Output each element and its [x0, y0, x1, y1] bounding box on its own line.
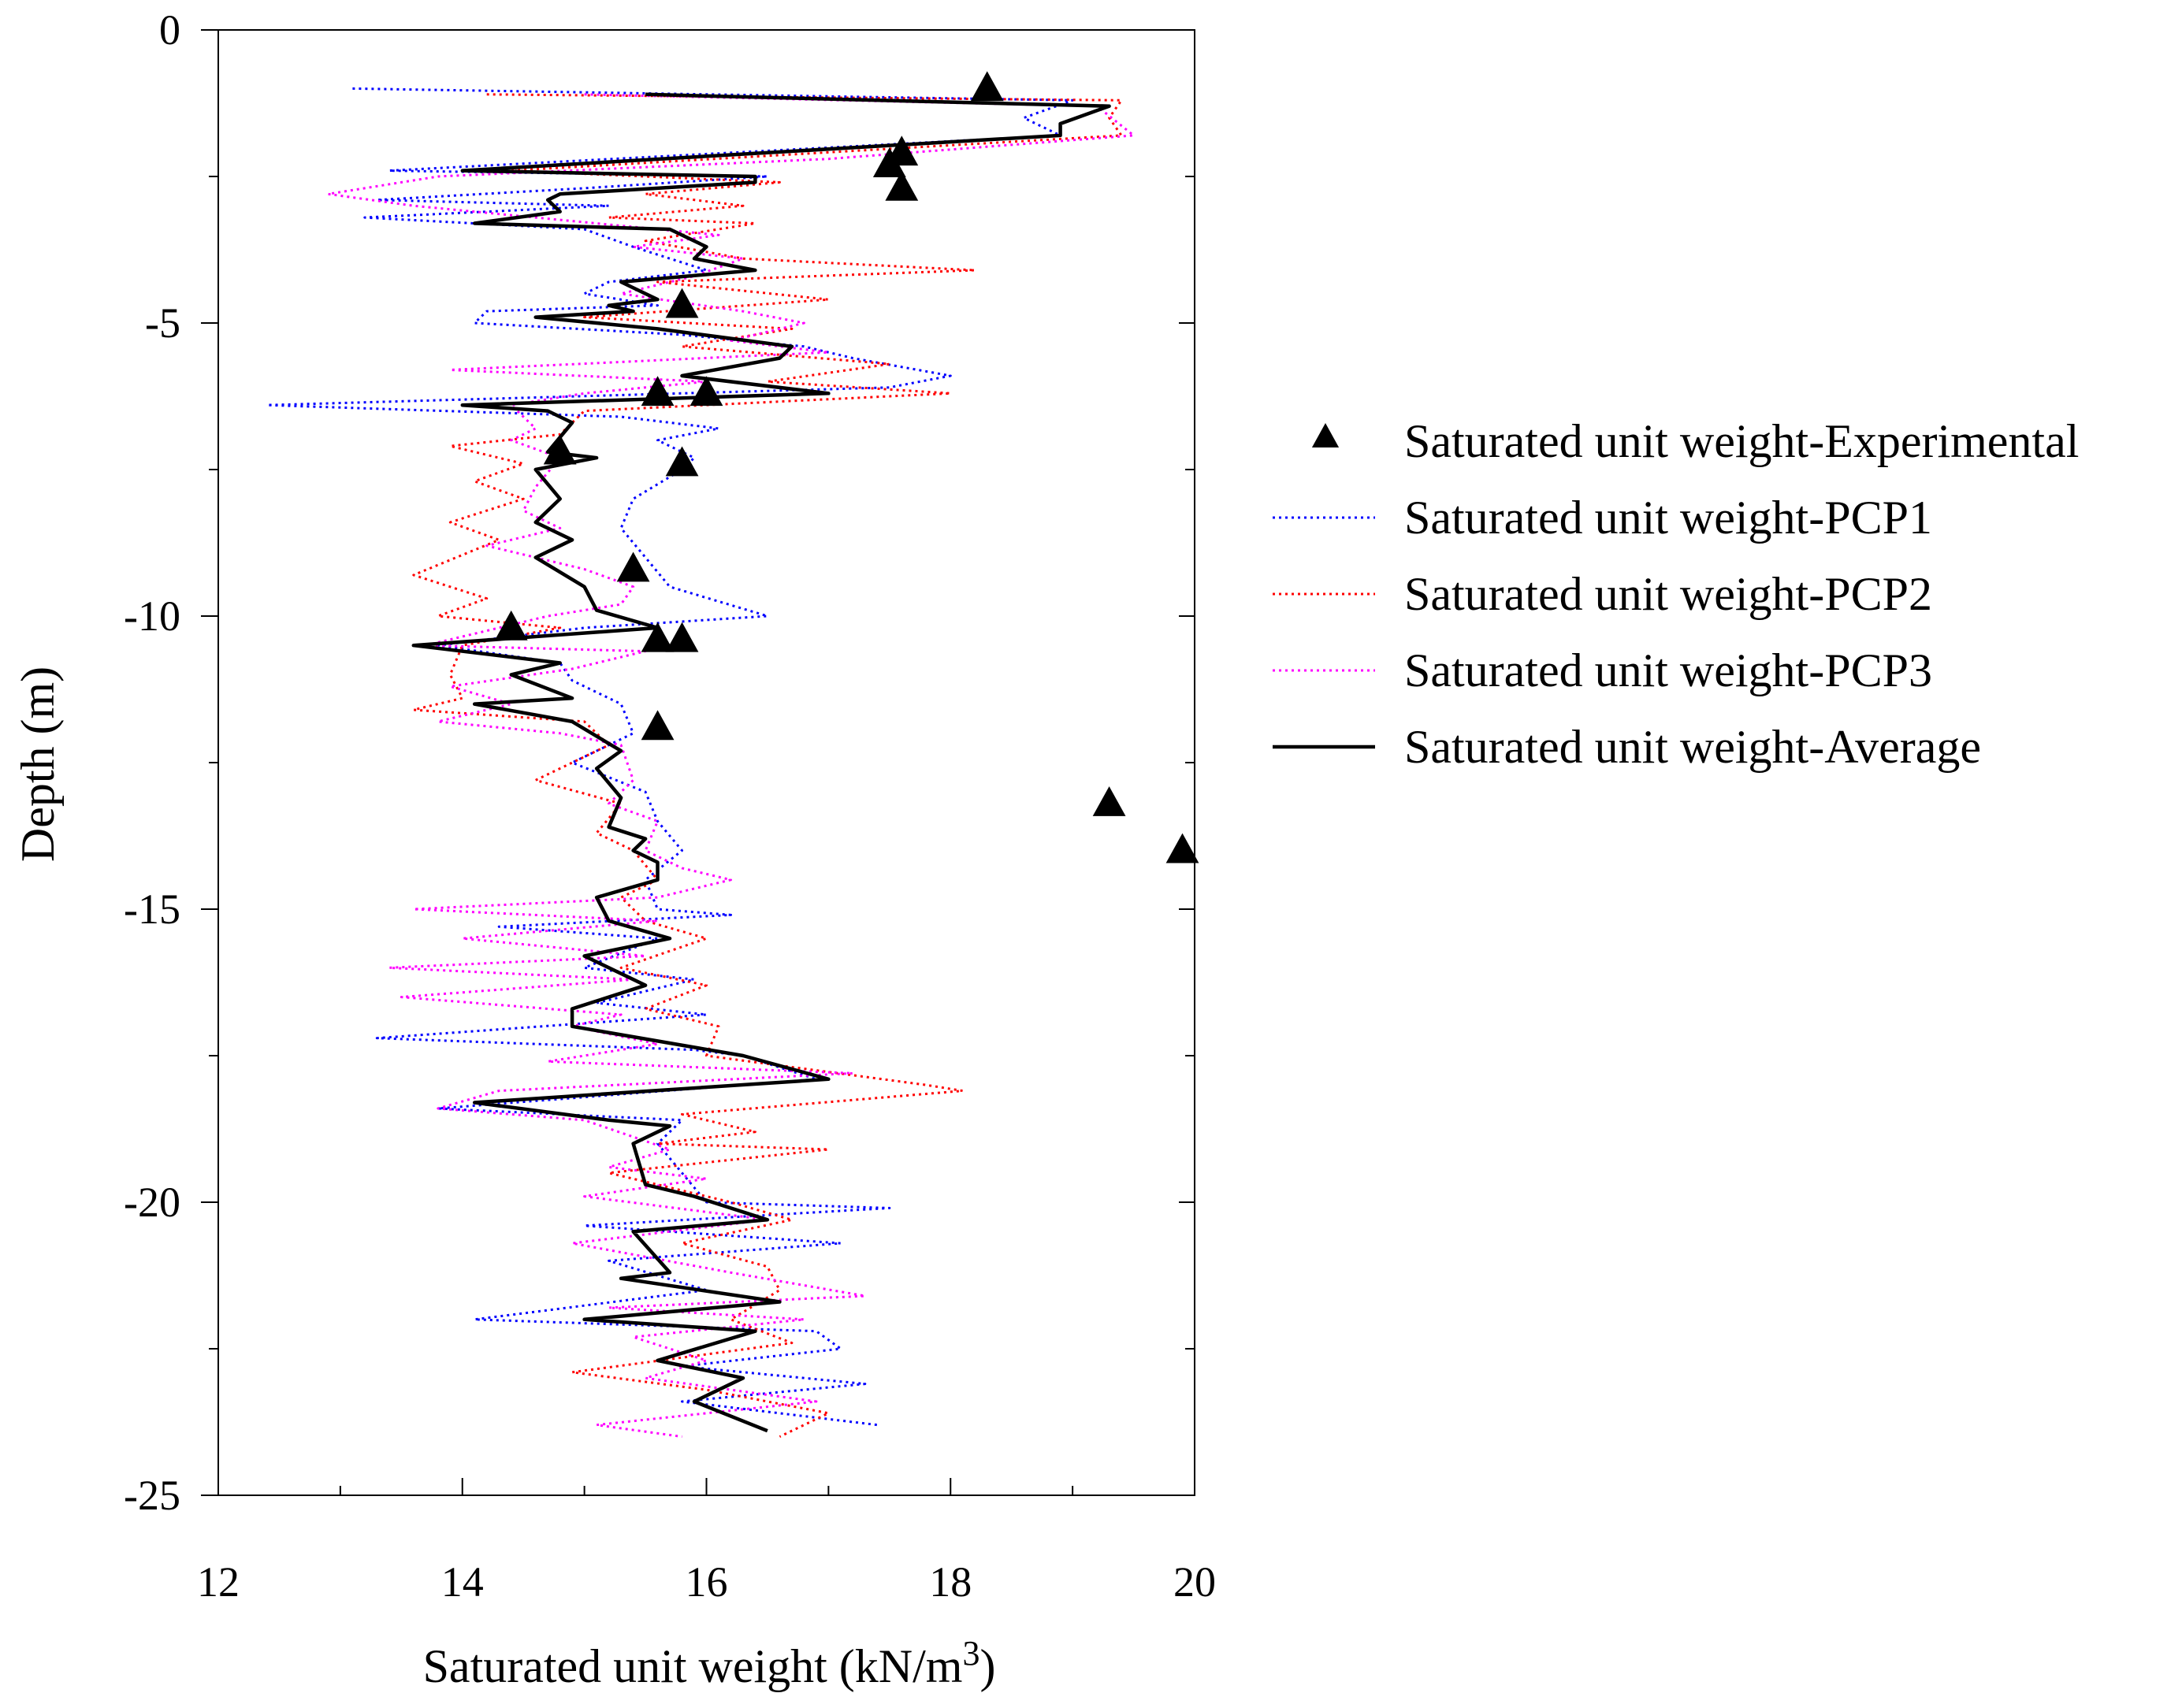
series-layer — [266, 87, 1136, 1439]
legend-label: Saturated unit weight-PCP2 — [1404, 568, 1932, 620]
experimental-point — [543, 434, 577, 465]
marker-layer — [494, 71, 1199, 863]
experimental-point — [665, 622, 699, 652]
legend-label: Saturated unit weight-Experimental — [1404, 415, 2079, 467]
experimental-point — [665, 446, 699, 477]
x-tick-label: 20 — [1173, 1558, 1216, 1606]
y-axis-title: Depth (m) — [12, 666, 64, 862]
x-tick-label: 12 — [197, 1558, 240, 1606]
experimental-point — [970, 71, 1004, 102]
series-line-pcp3 — [326, 93, 1136, 1439]
experimental-point — [690, 376, 723, 407]
y-tick-label: -20 — [124, 1179, 180, 1226]
y-tick-label: -5 — [145, 299, 180, 347]
experimental-point — [885, 170, 919, 201]
experimental-point — [872, 147, 906, 177]
x-axis-title: Saturated unit weight (kN/m3) — [423, 1634, 996, 1692]
experimental-point — [1165, 833, 1199, 863]
series-line-average — [411, 92, 1111, 1433]
experimental-point — [616, 551, 650, 582]
experimental-point — [641, 376, 675, 407]
axis-layer: 12 14 16 18 20 0 -5 -10 -15 -20 -25 — [124, 6, 1216, 1606]
legend-label: Saturated unit weight-Average — [1404, 721, 1981, 773]
legend-label: Saturated unit weight-PCP1 — [1404, 492, 1932, 544]
x-tick-label: 16 — [686, 1558, 728, 1606]
experimental-point — [494, 610, 528, 640]
y-tick-label: -15 — [124, 886, 180, 933]
series-line-pcp1 — [266, 87, 1074, 1427]
y-tick-label: 0 — [159, 6, 180, 54]
experimental-point — [1092, 786, 1126, 816]
legend-label: Saturated unit weight-PCP3 — [1404, 644, 1932, 696]
legend-marker-triangle — [1311, 423, 1340, 447]
legend: Saturated unit weight-Experimental Satura… — [1273, 415, 2079, 773]
series-line-pcp2 — [412, 93, 1123, 1438]
x-tick-label: 18 — [929, 1558, 972, 1606]
y-tick-label: -25 — [124, 1472, 180, 1519]
experimental-point — [641, 622, 675, 652]
experimental-point — [665, 288, 699, 318]
plot-frame — [217, 29, 1195, 1496]
x-axis-title-superscript: 3 — [962, 1634, 979, 1673]
experimental-point — [641, 710, 675, 741]
y-tick-label: -10 — [124, 592, 180, 640]
x-tick-label: 14 — [441, 1558, 484, 1606]
